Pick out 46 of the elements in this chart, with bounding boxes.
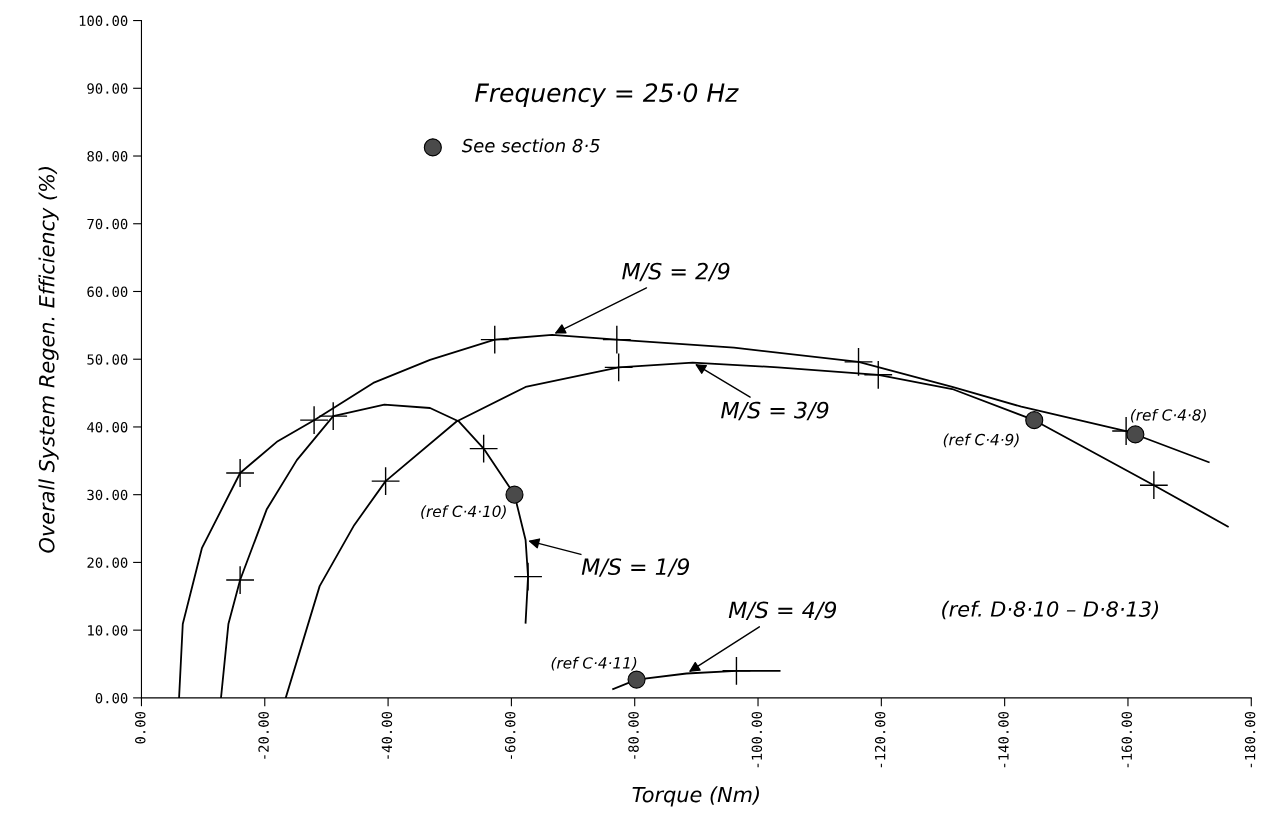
annotation: M/S = 1/9 (581, 558, 690, 577)
x-tick-label: -60.00 (504, 711, 516, 759)
y-tick-label: 60.00 (87, 286, 128, 297)
annotation: (ref C·4·9) (943, 433, 1019, 448)
annotation: M/S = 2/9 (622, 262, 730, 282)
y-tick-label: 50.00 (87, 354, 128, 365)
y-tick-label: 80.00 (87, 151, 128, 162)
x-tick-label: -40.00 (381, 711, 393, 759)
y-tick-label: 70.00 (87, 218, 128, 230)
point (300, 406, 328, 435)
y-tick-label: 30.00 (87, 489, 128, 501)
y-tick-label: 90.00 (87, 83, 128, 94)
annotation: (ref. D·8·10 – D·8·13) (942, 600, 1159, 620)
y-axis-title: Overall System Regen. Efficiency (%) (38, 167, 59, 553)
annotation: M/S = 4/9 (728, 601, 837, 620)
y-tick-label: 0.00 (95, 692, 128, 704)
x-tick-label: -160.00 (1121, 711, 1133, 768)
x-tick-label: -120.00 (874, 711, 886, 768)
point (514, 562, 542, 591)
y-tick-label: 10.00 (88, 625, 128, 636)
point (505, 485, 524, 504)
x-axis-title: Torque (Nm) (632, 786, 759, 807)
y-tick-label: 100.00 (79, 15, 128, 27)
point (226, 566, 254, 594)
y-tick-label: 20.00 (87, 557, 128, 568)
point (1025, 411, 1044, 430)
point (844, 348, 873, 376)
point (1139, 471, 1168, 500)
annotation: (ref C·4·8) (1130, 408, 1206, 423)
y-tick-label: 40.00 (87, 421, 128, 433)
annotation: Frequency = 25·0 Hz (475, 83, 739, 108)
annotation: (ref C·4·10) (421, 505, 506, 519)
x-tick-label: -80.00 (628, 711, 639, 759)
point (371, 467, 400, 496)
point (226, 459, 254, 487)
annotation: (ref C·4·11) (551, 656, 637, 671)
point (602, 325, 631, 354)
x-tick-label: -140.00 (998, 711, 1009, 768)
annotation: M/S = 3/9 (721, 401, 829, 421)
x-tick-label: -180.00 (1244, 711, 1256, 768)
legend-label: See section 8·5 (461, 138, 600, 153)
x-tick-label: -100.00 (751, 711, 763, 768)
x-tick-label: -20.00 (258, 711, 269, 759)
point (1126, 425, 1145, 444)
point (627, 670, 646, 689)
point (319, 402, 348, 430)
